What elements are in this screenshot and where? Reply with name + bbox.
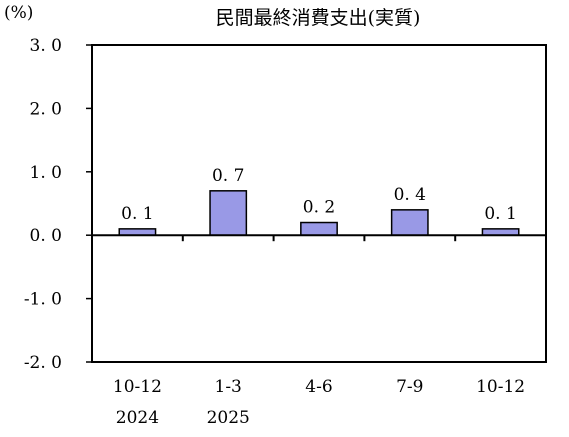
x-category-label: 4-6 bbox=[305, 377, 332, 397]
x-category-label: 1-3 bbox=[215, 377, 242, 397]
y-tick-label: -2. 0 bbox=[24, 353, 62, 373]
bar-value-label: 0. 4 bbox=[394, 185, 426, 205]
bar-value-label: 0. 7 bbox=[212, 166, 244, 186]
bar-2 bbox=[209, 190, 248, 236]
bar-value-label: 0. 1 bbox=[484, 204, 516, 224]
y-tick-label: -1. 0 bbox=[24, 290, 62, 310]
x-year-label: 2025 bbox=[207, 408, 250, 428]
x-category-label: 10-12 bbox=[113, 377, 162, 397]
y-tick-label: 0. 0 bbox=[30, 226, 62, 246]
bar-4 bbox=[390, 209, 429, 236]
bar-value-label: 0. 2 bbox=[303, 198, 335, 218]
x-category-label: 7-9 bbox=[396, 377, 423, 397]
plot-area-frame bbox=[91, 44, 547, 363]
chart-title: 民間最終消費支出(実質) bbox=[216, 7, 421, 29]
y-tick-label: 2. 0 bbox=[30, 99, 62, 119]
bar-3 bbox=[300, 221, 338, 236]
bar-value-label: 0. 1 bbox=[121, 204, 153, 224]
y-tick-label: 3. 0 bbox=[30, 36, 62, 56]
x-year-label: 2024 bbox=[116, 408, 159, 428]
x-category-label: 10-12 bbox=[476, 377, 525, 397]
y-tick-label: 1. 0 bbox=[30, 163, 62, 183]
y-axis-unit-label: (%) bbox=[4, 3, 33, 23]
